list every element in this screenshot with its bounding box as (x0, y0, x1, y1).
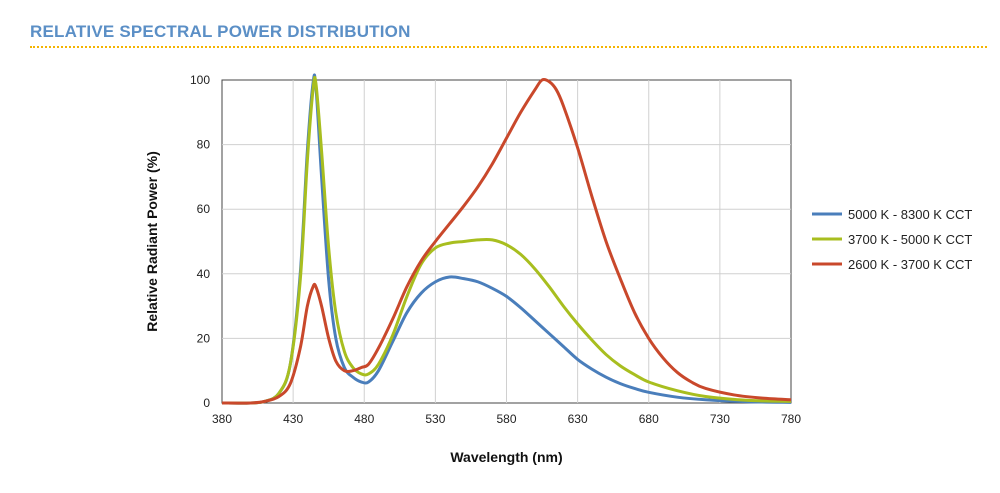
x-tick-label: 780 (781, 412, 801, 426)
legend: 5000 K - 8300 K CCT 3700 K - 5000 K CCT 26… (812, 207, 972, 272)
x-tick-label: 680 (639, 412, 659, 426)
y-axis-label: Relative Radiant Power (%) (144, 151, 160, 332)
y-tick-label: 0 (203, 396, 210, 410)
y-tick-label: 100 (190, 73, 210, 87)
legend-entry: 5000 K - 8300 K CCT (848, 207, 972, 222)
title-divider (30, 46, 987, 48)
series-line (221, 77, 792, 405)
section-title: RELATIVE SPECTRAL POWER DISTRIBUTION (30, 22, 411, 41)
x-tick-label: 630 (568, 412, 588, 426)
x-tick-label: 380 (212, 412, 232, 426)
x-axis-label: Wavelength (nm) (450, 449, 562, 465)
y-tick-label: 40 (197, 267, 211, 281)
x-tick-label: 730 (710, 412, 730, 426)
legend-entry: 3700 K - 5000 K CCT (848, 232, 972, 247)
x-tick-label: 580 (496, 412, 516, 426)
y-tick-label: 60 (197, 202, 211, 216)
x-tick-label: 480 (354, 412, 374, 426)
legend-entry: 2600 K - 3700 K CCT (848, 257, 972, 272)
series-line (221, 75, 792, 405)
y-tick-label: 80 (197, 138, 211, 152)
x-tick-label: 430 (283, 412, 303, 426)
y-tick-label: 20 (197, 331, 211, 345)
x-tick-label: 530 (425, 412, 445, 426)
